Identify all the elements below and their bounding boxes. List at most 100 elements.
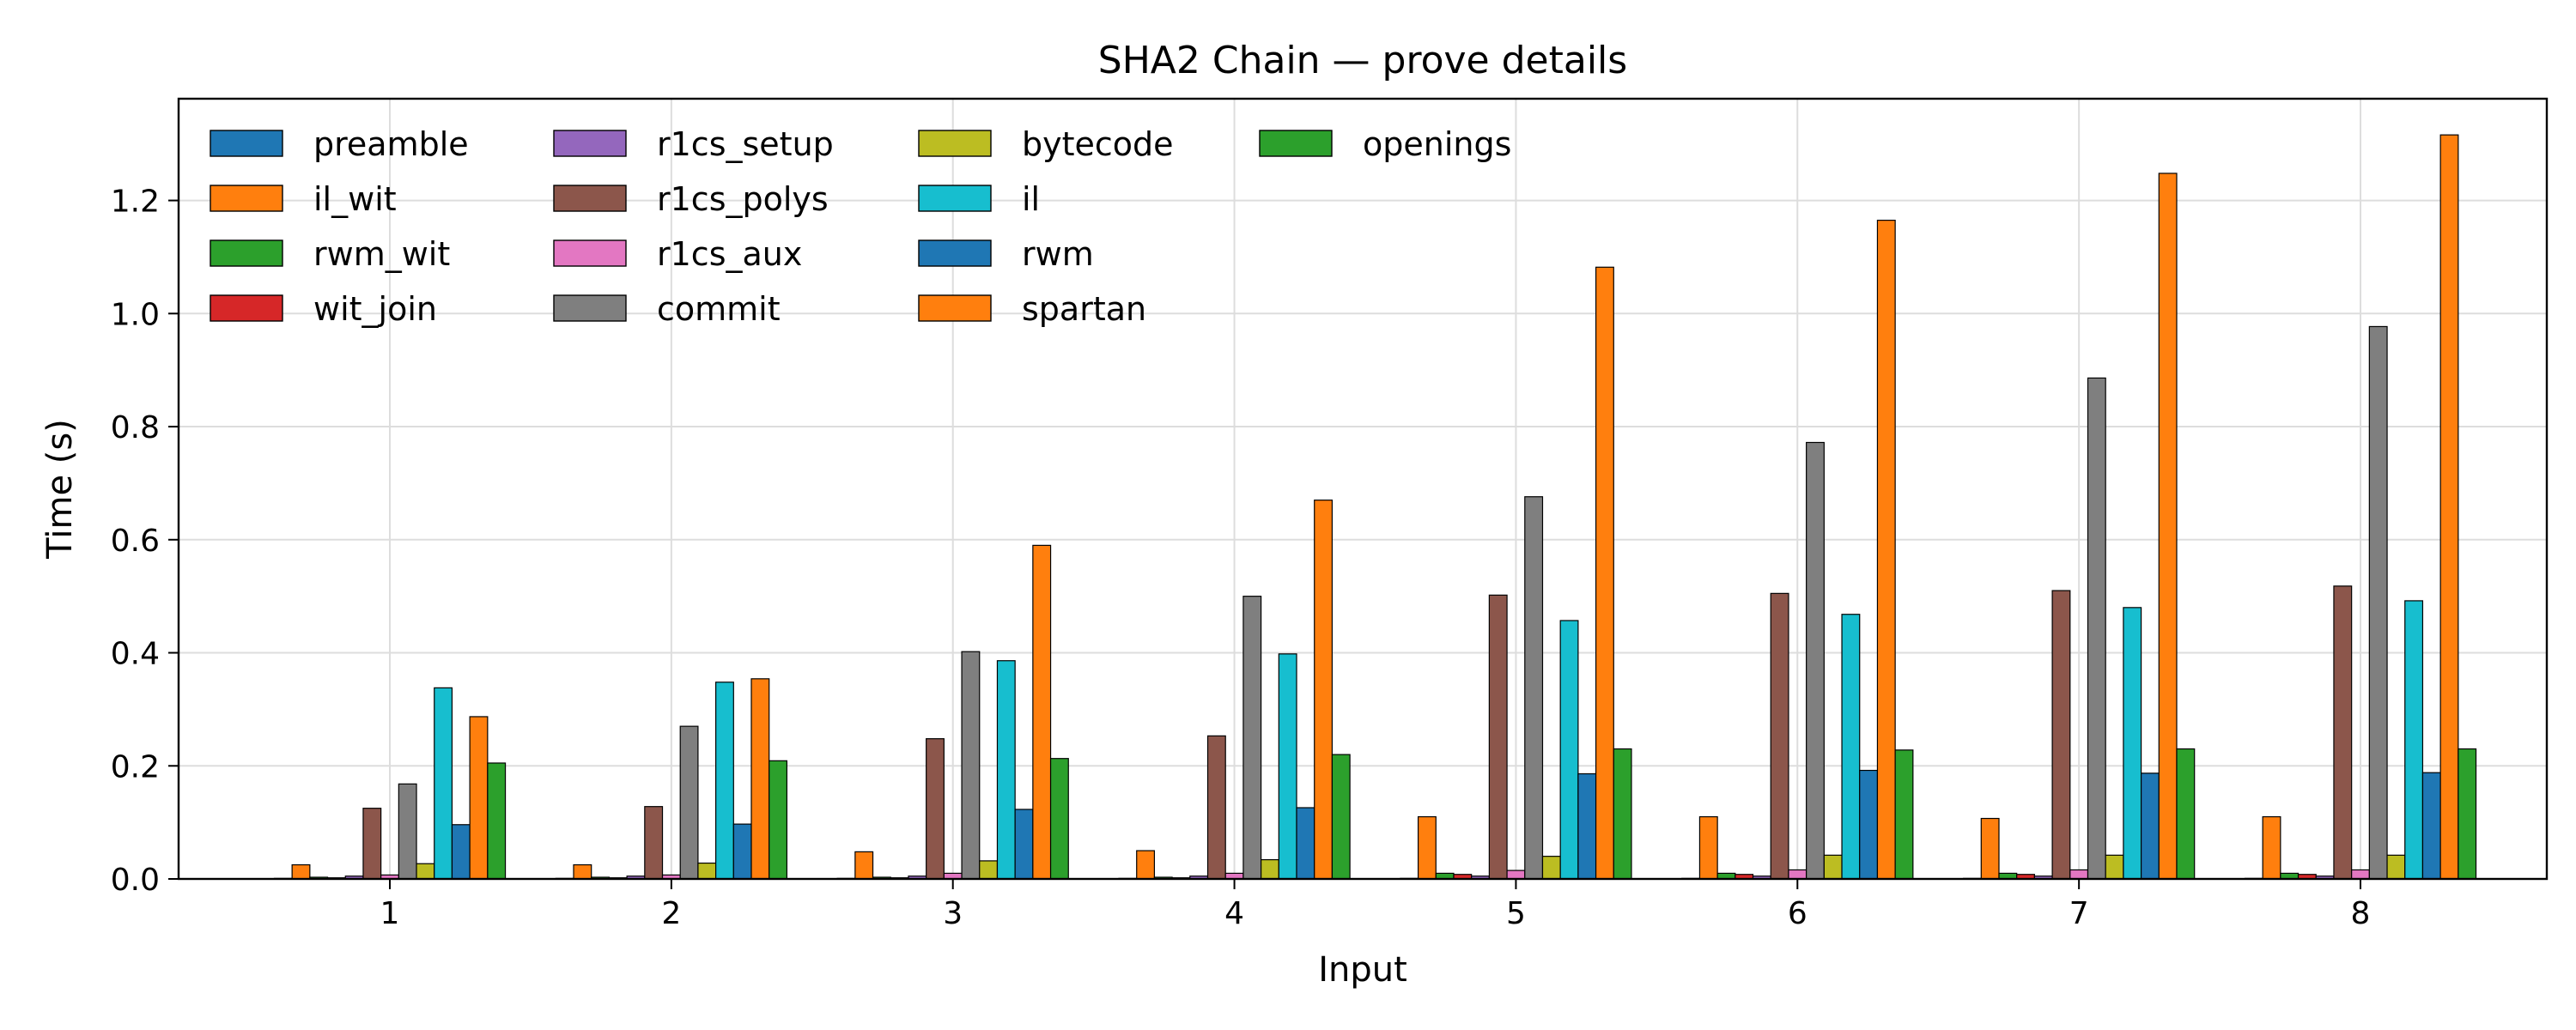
legend-swatch-bytecode [918,130,992,157]
legend-swatch-wit_join [210,294,283,322]
y-tick-label: 0.4 [111,637,160,672]
y-axis-label: Time (s) [40,419,80,560]
bar-commit-5 [1524,496,1544,880]
bar-commit-3 [961,651,981,880]
bar-il-4 [1278,653,1297,880]
legend-label-bytecode: bytecode [1022,125,1174,163]
bar-spartan-1 [469,716,489,880]
bar-il_wit-5 [1417,815,1437,880]
bar-spartan-5 [1595,266,1614,880]
bar-r1cs_aux-5 [1506,869,1526,880]
legend-label-rwm_wit: rwm_wit [313,235,450,273]
bar-spartan-4 [1314,500,1334,880]
bar-r1cs_polys-8 [2333,585,2353,880]
legend-label-il: il [1022,180,1040,218]
legend-swatch-il_wit [210,185,283,212]
legend-swatch-commit [553,294,627,322]
bar-rwm-1 [451,824,471,880]
legend-label-commit: commit [657,290,781,328]
bar-openings-7 [2176,748,2196,880]
legend-label-il_wit: il_wit [313,180,397,218]
bar-r1cs_aux-8 [2351,869,2370,880]
bar-rwm-5 [1577,772,1597,880]
bar-openings-2 [769,760,788,880]
x-tick-label: 5 [1506,896,1526,931]
bar-openings-3 [1049,758,1069,880]
bar-r1cs_aux-7 [2069,869,2089,880]
bar-commit-2 [679,725,699,880]
bar-bytecode-8 [2386,854,2406,880]
y-axis: 0.0 0.2 0.4 0.6 0.8 1.0 1.2 [111,185,179,898]
bar-openings-1 [487,762,507,880]
bar-spartan-2 [750,678,770,880]
legend-label-rwm: rwm [1022,235,1094,273]
y-tick-label: 0.8 [111,410,160,445]
legend-label-r1cs_setup: r1cs_setup [657,125,834,163]
bar-r1cs_polys-7 [2051,590,2071,880]
bar-commit-6 [1806,441,1825,880]
legend-swatch-rwm [918,239,992,267]
bar-openings-6 [1894,749,1914,880]
legend-label-openings: openings [1363,125,1511,163]
bar-il_wit-4 [1136,850,1156,880]
bar-openings-4 [1331,754,1351,880]
bar-rwm-2 [732,823,752,880]
y-tick-label: 1.0 [111,297,160,332]
grid [179,99,2547,879]
legend-swatch-r1cs_polys [553,185,627,212]
bar-spartan-3 [1032,544,1052,880]
bar-il-6 [1841,614,1861,880]
bar-commit-7 [2087,377,2106,880]
bar-bytecode-2 [697,862,717,880]
chart-title: SHA2 Chain — prove details [1098,39,1627,82]
bar-rwm-4 [1296,807,1315,880]
bar-il-1 [434,687,453,880]
bar-il_wit-7 [1980,817,2000,880]
x-tick-label: 6 [1788,896,1807,931]
bar-il-8 [2404,600,2424,880]
x-tick-label: 4 [1224,896,1244,931]
x-tick-label: 3 [943,896,963,931]
bar-r1cs_polys-5 [1488,594,1508,880]
bar-r1cs_polys-1 [362,808,382,880]
legend-label-r1cs_aux: r1cs_aux [657,235,802,273]
bar-il_wit-2 [573,863,592,880]
bar-bytecode-3 [979,860,999,880]
bar-openings-8 [2458,748,2477,880]
bar-il-7 [2123,607,2142,880]
legend-swatch-spartan [918,294,992,322]
bar-commit-1 [398,783,417,880]
legend-label-r1cs_polys: r1cs_polys [657,180,829,218]
bar-bytecode-6 [1823,854,1843,880]
bar-spartan-8 [2439,134,2459,880]
x-tick-label: 1 [380,896,400,931]
bar-il_wit-6 [1698,815,1718,880]
bars [273,134,2477,880]
x-tick-label: 8 [2351,896,2371,931]
bar-il_wit-3 [854,851,874,880]
bar-il_wit-8 [2262,815,2281,880]
plot-frame [177,97,2549,881]
bar-rwm-7 [2140,772,2160,880]
x-axis-label: Input [1318,950,1407,990]
bar-il-3 [996,660,1016,880]
legend-swatch-r1cs_aux [553,239,627,267]
bar-bytecode-1 [416,863,435,880]
legend-swatch-il [918,185,992,212]
legend: preamble il_wit rwm_wit wit_join r1cs_setupr… [210,125,1511,328]
legend-swatch-r1cs_setup [553,130,627,157]
bar-r1cs_polys-4 [1206,735,1226,880]
legend-label-wit_join: wit_join [313,290,437,328]
legend-swatch-openings [1259,130,1333,157]
bar-bytecode-5 [1541,856,1561,880]
legend-label-spartan: spartan [1022,290,1146,328]
bar-bytecode-7 [2105,854,2124,880]
bar-openings-5 [1613,748,1632,880]
y-tick-label: 0.2 [111,749,160,785]
bar-commit-8 [2368,325,2388,880]
bar-r1cs_polys-2 [644,806,664,880]
bar-bytecode-4 [1261,858,1279,880]
x-tick-label: 7 [2069,896,2089,931]
legend-label-preamble: preamble [313,125,469,163]
